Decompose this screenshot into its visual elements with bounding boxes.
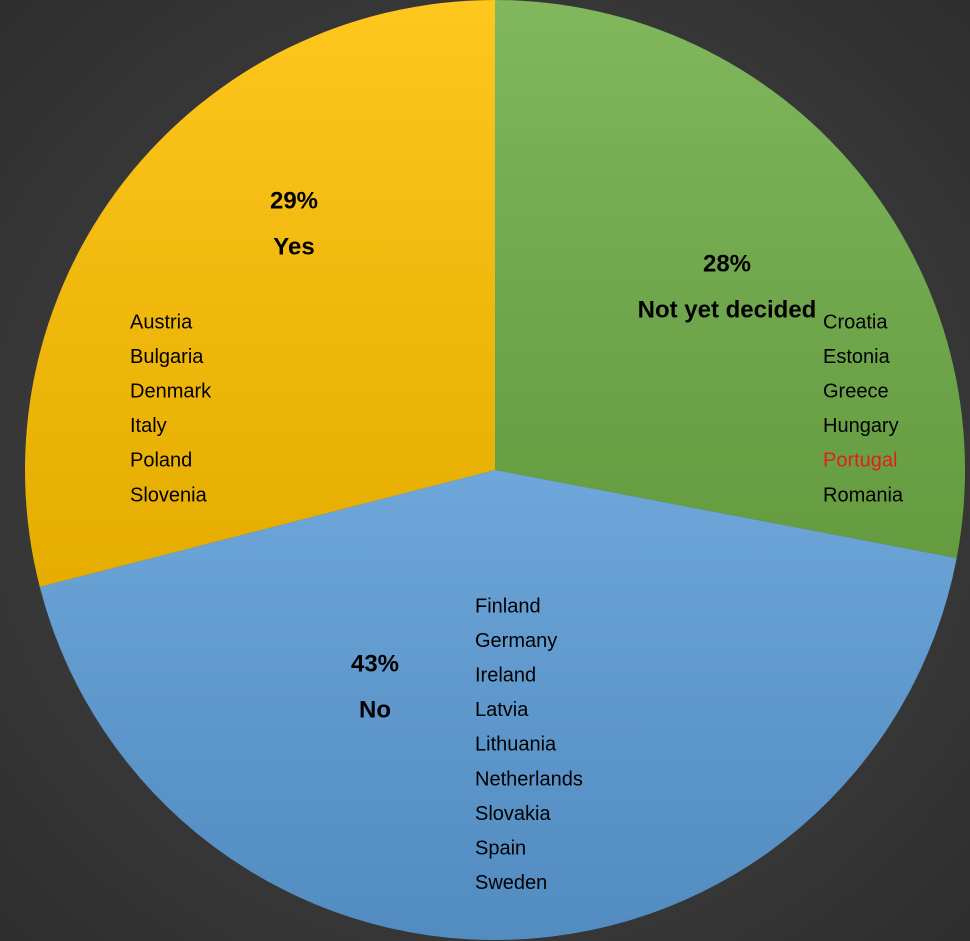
country: Greece — [823, 380, 889, 402]
slice-shade — [24, 0, 496, 587]
country: Germany — [475, 630, 557, 652]
country: Bulgaria — [130, 346, 204, 368]
country: Hungary — [823, 415, 899, 437]
country: Austria — [130, 311, 193, 333]
country: Italy — [130, 415, 167, 437]
country: Spain — [475, 837, 526, 859]
country: Slovakia — [475, 803, 551, 825]
slice-name: No — [359, 696, 391, 723]
country: Poland — [130, 450, 192, 472]
country: Denmark — [130, 380, 212, 402]
country: Romania — [823, 484, 904, 506]
country: Sweden — [475, 872, 547, 894]
slice-percent: 29% — [270, 187, 318, 214]
country: Lithuania — [475, 734, 557, 756]
country: Latvia — [475, 699, 529, 721]
slice-percent: 43% — [351, 650, 399, 677]
slice-name: Yes — [273, 233, 314, 260]
country: Portugal — [823, 450, 898, 472]
country: Croatia — [823, 311, 888, 333]
country: Estonia — [823, 346, 891, 368]
country: Slovenia — [130, 484, 208, 506]
slice-shade — [495, 0, 965, 559]
country: Ireland — [475, 664, 536, 686]
country: Finland — [475, 595, 541, 617]
slice-name: Not yet decided — [638, 296, 817, 323]
country: Netherlands — [475, 768, 583, 790]
slice-percent: 28% — [703, 250, 751, 277]
slice-shade — [39, 470, 957, 940]
